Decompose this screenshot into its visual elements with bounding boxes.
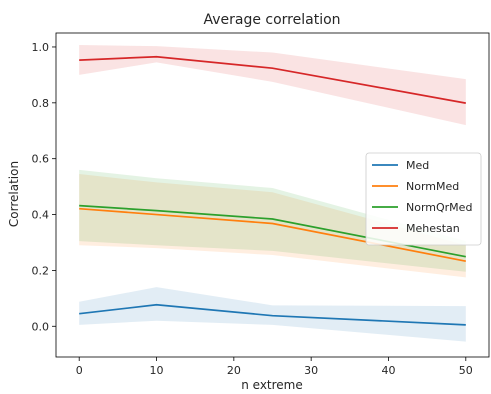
- x-axis-label: n extreme: [241, 378, 303, 392]
- y-tick-label: 0.4: [32, 209, 50, 222]
- y-tick-label: 0.0: [32, 320, 50, 333]
- legend-label-normmed: NormMed: [406, 180, 459, 193]
- x-tick-label: 0: [76, 364, 83, 377]
- plot-frame: [55, 32, 490, 358]
- legend-box: [365, 152, 482, 246]
- legend-label-mehestan: Mehestan: [406, 222, 460, 235]
- y-axis-ticks: 0.0 0.2 0.4 0.6 0.8 1.0: [32, 41, 56, 333]
- legend-label-med: Med: [406, 159, 429, 172]
- x-tick-label: 10: [150, 364, 164, 377]
- line-med: [79, 303, 466, 326]
- band-med: [79, 287, 466, 342]
- line-mehestan: [79, 55, 466, 104]
- band-mehestan: [79, 45, 466, 126]
- legend-label-normqrmed: NormQrMed: [406, 201, 472, 214]
- y-tick-label: 0.2: [32, 264, 50, 277]
- band-normmed: [79, 174, 466, 278]
- x-tick-label: 50: [459, 364, 473, 377]
- band-normqrmed: [79, 169, 466, 272]
- confidence-bands: [79, 45, 466, 342]
- y-tick-label: 0.8: [32, 97, 50, 110]
- x-axis-ticks: 0 10 20 30 40 50: [76, 357, 473, 377]
- y-tick-label: 0.6: [32, 153, 50, 166]
- x-tick-label: 40: [381, 364, 395, 377]
- chart-title: Average correlation: [203, 12, 340, 28]
- x-tick-label: 20: [227, 364, 241, 377]
- y-axis-label: Correlation: [7, 161, 21, 227]
- x-tick-label: 30: [304, 364, 318, 377]
- y-tick-label: 1.0: [32, 41, 50, 54]
- legend: Med NormMed NormQrMed Mehestan: [365, 152, 482, 246]
